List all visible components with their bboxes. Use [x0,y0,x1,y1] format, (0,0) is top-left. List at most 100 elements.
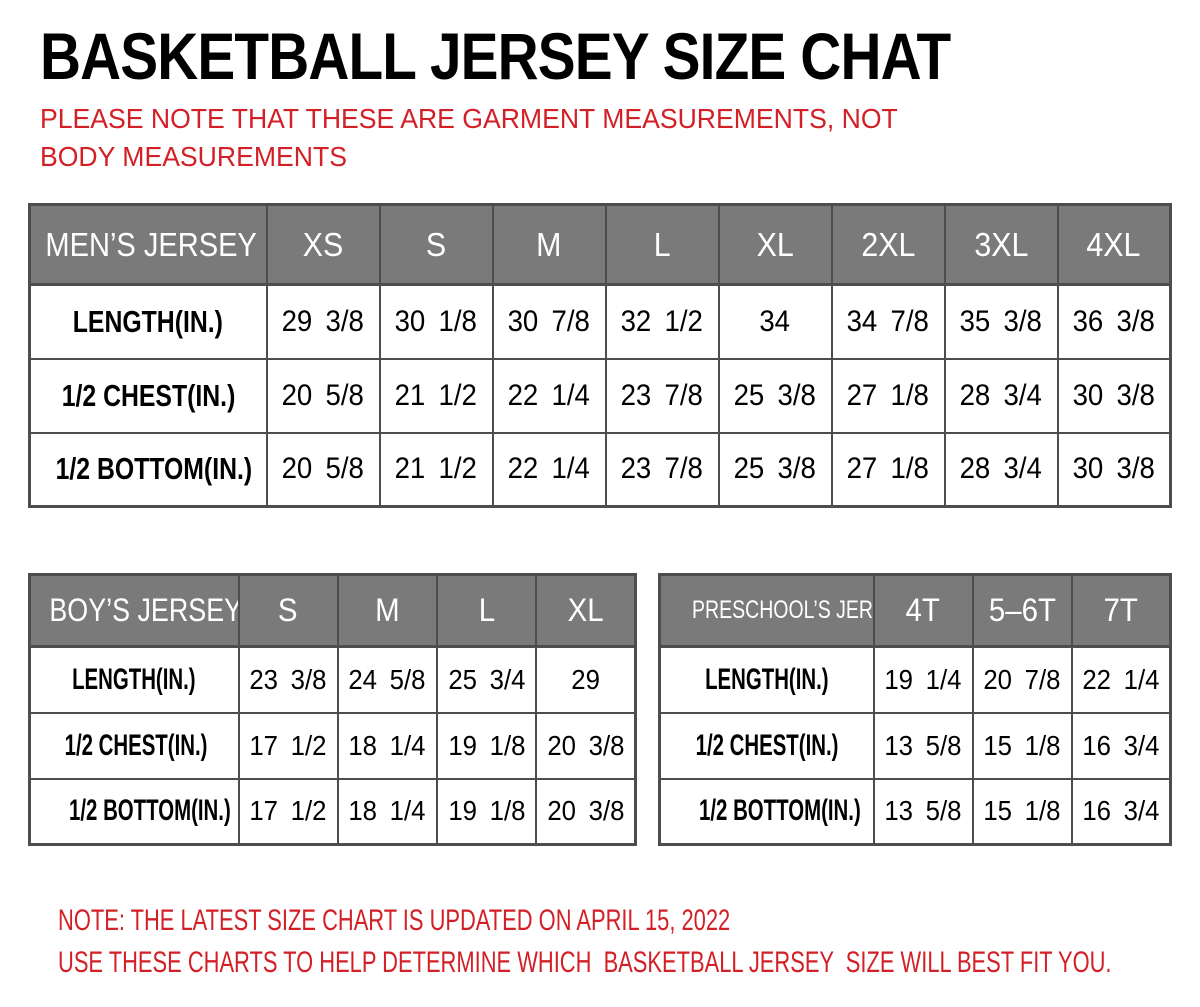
value-cell-text: 19 1/4 [884,663,962,695]
value-cell: 20 5/8 [265,357,381,434]
size-header-cell: 3XL [943,203,1059,286]
measure-label-cell-text: 1/2 CHEST(IN.) [61,377,236,413]
measure-label-cell-text: LENGTH(IN.) [73,303,224,339]
value-cell-text: 18 1/4 [348,795,426,827]
table-row: 1/2 BOTTOM(IN.) 13 5/8 15 1/8 16 3/4 [658,777,1172,846]
value-cell: 21 1/2 [378,357,494,434]
size-header-cell-text: 5–6T [988,592,1056,628]
value-cell: 19 1/8 [435,711,538,780]
value-cell: 29 3/8 [265,283,381,360]
value-cell-text: 25 3/8 [733,452,817,486]
value-cell: 25 3/8 [717,431,833,508]
value-cell: 21 1/2 [378,431,494,508]
value-cell: 18 1/4 [336,777,439,846]
size-header-cell-text: L [478,592,495,628]
value-cell: 15 1/8 [971,777,1073,846]
value-cell-text: 25 3/8 [733,378,817,412]
value-cell-text: 15 1/8 [983,729,1061,761]
value-cell: 28 3/4 [943,357,1059,434]
value-cell-text: 19 1/8 [448,795,526,827]
value-cell-text: 30 3/8 [1072,378,1155,412]
measure-label-cell: 1/2 CHEST(IN.) [28,357,268,434]
value-cell: 18 1/4 [336,711,439,780]
measure-label-cell-text: 1/2 CHEST(IN.) [695,728,839,762]
size-header-cell-text: 4T [905,592,941,628]
value-cell-text: 23 3/8 [249,663,327,695]
preschools-jersey-table: PRESCHOOL’S JERSEY 4T 5–6T 7T LENGTH(IN.) 19 … [658,573,1172,846]
value-cell-text: 27 1/8 [846,452,930,486]
table-row: 1/2 CHEST(IN.) 17 1/2 18 1/4 19 1/8 20 3/8 [28,711,637,780]
size-header-cell-text: 3XL [973,225,1029,263]
value-cell-text: 20 7/8 [983,663,1061,695]
table-title-cell-text: BOY’S JERSEY [49,592,239,628]
value-cell: 20 5/8 [265,431,381,508]
value-cell-text: 17 1/2 [249,795,327,827]
fit-advice-note: USE THESE CHARTS TO HELP DETERMINE WHICH… [40,928,1200,998]
value-cell: 19 1/4 [872,645,974,714]
value-cell-text: 29 3/8 [281,304,365,338]
size-header-cell: XL [535,573,637,648]
table-row: LENGTH(IN.) 19 1/4 20 7/8 22 1/4 [658,645,1172,714]
value-cell: 13 5/8 [872,777,974,846]
value-cell-text: 22 1/4 [507,378,591,412]
value-cell: 34 [717,283,833,360]
value-cell: 17 1/2 [237,777,339,846]
value-cell-text: 17 1/2 [249,729,327,761]
measure-label-cell: 1/2 BOTTOM(IN.) [28,431,268,508]
value-cell: 16 3/4 [1070,777,1172,846]
measure-label-cell-text: LENGTH(IN.) [704,662,829,696]
value-cell: 22 1/4 [491,357,607,434]
garment-measurement-note: PLEASE NOTE THAT THESE ARE GARMENT MEASU… [40,103,898,172]
size-header-cell-text: 7T [1103,592,1138,628]
size-header-cell: L [435,573,538,648]
value-cell: 20 3/8 [535,777,637,846]
value-cell-text: 35 3/8 [959,304,1043,338]
mens-jersey-table: MEN’S JERSEY XS S M L XL 2XL 3XL 4XL LENGTH(IN.) 2… [28,203,1172,508]
table-row: 1/2 BOTTOM(IN.) 20 5/8 21 1/2 22 1/4 23 7/8 2… [28,431,1172,508]
value-cell: 30 3/8 [1056,431,1172,508]
value-cell: 27 1/8 [830,357,946,434]
size-header-row: PRESCHOOL’S JERSEY 4T 5–6T 7T [658,573,1172,648]
table-title-cell-text: PRESCHOOL’S JERSEY [692,596,873,624]
table-title-cell-text: MEN’S JERSEY [45,225,257,263]
value-cell: 22 1/4 [491,431,607,508]
value-cell: 32 1/2 [604,283,720,360]
value-cell: 27 1/8 [830,431,946,508]
size-header-cell: XS [265,203,381,286]
value-cell-text: 13 5/8 [884,795,962,827]
table-row: 1/2 CHEST(IN.) 20 5/8 21 1/2 22 1/4 23 7/8 25… [28,357,1172,434]
value-cell: 24 5/8 [336,645,439,714]
measure-label-cell: LENGTH(IN.) [28,645,240,714]
value-cell: 30 7/8 [491,283,607,360]
value-cell-text: 30 1/8 [394,304,478,338]
size-header-cell: S [237,573,339,648]
value-cell-text: 25 3/4 [448,663,526,695]
value-cell-text: 18 1/4 [348,729,426,761]
value-cell: 16 3/4 [1070,711,1172,780]
size-header-cell-text: L [653,225,671,263]
table-row: 1/2 BOTTOM(IN.) 17 1/2 18 1/4 19 1/8 20 3/8 [28,777,637,846]
size-header-cell: M [491,203,607,286]
value-cell-text: 30 7/8 [507,304,591,338]
size-header-cell-text: 4XL [1086,225,1141,263]
measure-label-cell: 1/2 CHEST(IN.) [28,711,240,780]
size-header-cell: XL [717,203,833,286]
value-cell: 15 1/8 [971,711,1073,780]
value-cell: 36 3/8 [1056,283,1172,360]
size-header-cell: M [336,573,439,648]
size-header-cell-text: S [425,225,447,263]
size-header-cell-text: M [536,225,562,263]
size-header-row: MEN’S JERSEY XS S M L XL 2XL 3XL 4XL [28,203,1172,286]
update-date-note: NOTE: THE LATEST SIZE CHART IS UPDATED O… [40,886,979,956]
value-cell-text: 34 7/8 [846,304,930,338]
value-cell-text: 34 [759,304,791,338]
fit-advice-note-text: USE THESE CHARTS TO HELP DETERMINE WHICH… [57,946,1112,979]
size-header-cell: L [604,203,720,286]
value-cell-text: 13 5/8 [884,729,962,761]
value-cell: 29 [535,645,637,714]
measure-label-cell: 1/2 CHEST(IN.) [658,711,875,780]
size-header-cell: 4XL [1056,203,1172,286]
page-title: BASKETBALL JERSEY SIZE CHAT [40,18,1099,94]
value-cell-text: 22 1/4 [507,452,591,486]
measure-label-cell: 1/2 BOTTOM(IN.) [28,777,240,846]
